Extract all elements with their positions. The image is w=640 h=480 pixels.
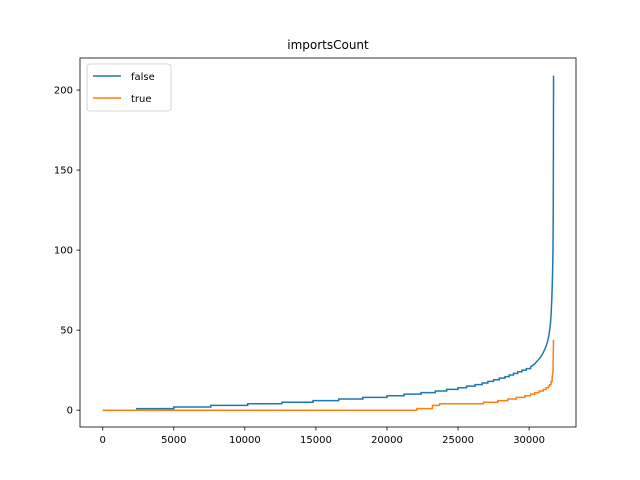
legend: false true (86, 63, 172, 112)
y-tick-label: 200 (54, 86, 73, 97)
x-tick-label: 5000 (161, 435, 186, 446)
series-line-false (102, 75, 555, 411)
x-tick-label: 25000 (442, 435, 474, 446)
axes-frame (79, 57, 577, 428)
legend-label-true: true (131, 94, 152, 105)
x-tick-label: 20000 (371, 435, 403, 446)
y-tick-label: 100 (54, 246, 73, 257)
axes-layer (79, 57, 577, 428)
y-axis-ticks: 0 50 100 150 200 (54, 86, 80, 417)
legend-label-false: false (131, 72, 155, 83)
legend-box (86, 63, 172, 112)
x-axis-ticks: 0 5000 10000 15000 20000 25000 30000 (100, 427, 545, 446)
y-tick-label: 150 (54, 166, 73, 177)
y-tick-label: 50 (60, 326, 73, 337)
series-line-true (102, 339, 555, 411)
chart-title: importsCount (287, 38, 369, 52)
y-tick-label: 0 (67, 406, 73, 417)
x-tick-label: 30000 (513, 435, 545, 446)
x-tick-label: 15000 (300, 435, 332, 446)
series-layer (102, 75, 555, 411)
x-tick-label: 10000 (229, 435, 261, 446)
x-tick-label: 0 (100, 435, 106, 446)
plot-area (80, 58, 576, 427)
